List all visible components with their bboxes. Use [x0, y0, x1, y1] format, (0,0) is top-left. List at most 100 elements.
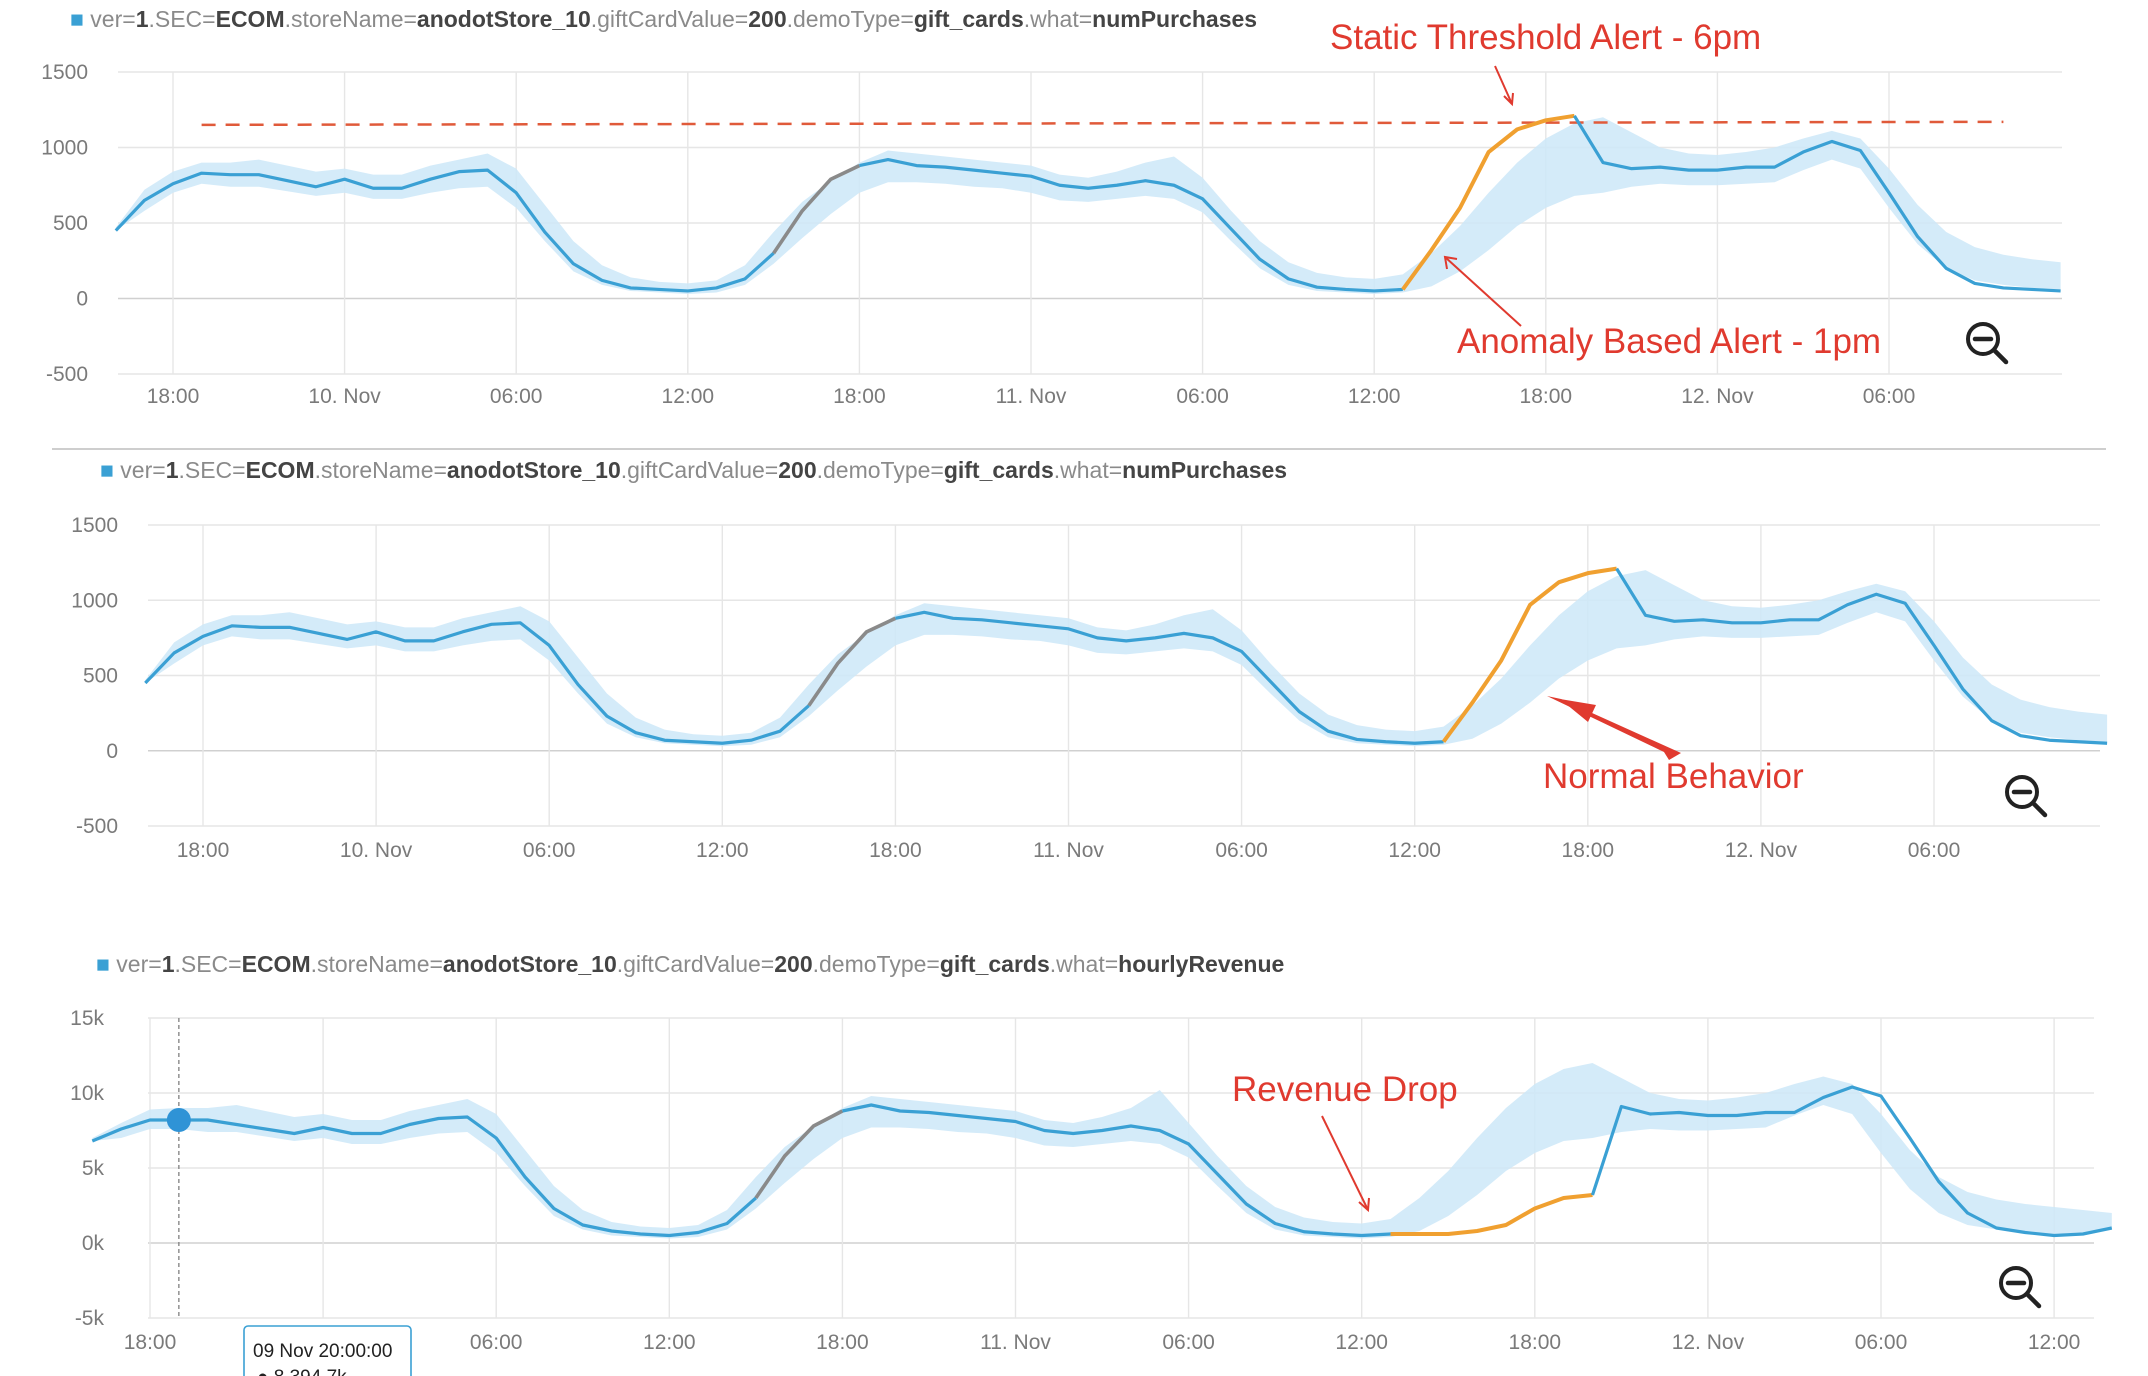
- y-tick-label: -500: [46, 363, 88, 386]
- revenue-drop-arrowhead: [1358, 1197, 1370, 1213]
- zoom-out-icon[interactable]: [1999, 1266, 2042, 1309]
- chart-purchases-threshold: ■ ver=1.SEC=ECOM.storeName=anodotStore_1…: [41, 6, 2062, 408]
- chart-title-part: .what=: [1050, 951, 1118, 977]
- chart-title-part: .giftCardValue=: [621, 457, 778, 483]
- chart-title-part: .demoType=: [813, 951, 940, 977]
- series-line-anomaly: [1441, 566, 1617, 743]
- chart-title-part: .storeName=: [311, 951, 443, 977]
- x-tick-label: 06:00: [1908, 839, 1961, 862]
- x-tick-label: 06:00: [1863, 385, 1916, 408]
- x-tick-label: 11. Nov: [996, 385, 1067, 408]
- static-threshold-arrowhead: [1503, 92, 1514, 107]
- chart-title-part: gift_cards: [940, 951, 1050, 977]
- x-tick-label: 11. Nov: [980, 1331, 1051, 1354]
- chart-title-part: gift_cards: [944, 457, 1054, 483]
- chart-title: ■ ver=1.SEC=ECOM.storeName=anodotStore_1…: [70, 6, 1257, 32]
- static-threshold-annotation: Static Threshold Alert - 6pm: [1330, 18, 1761, 57]
- anomaly-alert-arrowhead: [1443, 255, 1458, 270]
- revenue-drop-arrow: [1321, 1115, 1369, 1211]
- x-tick-label: 06:00: [1855, 1331, 1908, 1354]
- y-tick-label: 0: [106, 740, 118, 763]
- revenue-drop-annotation: Revenue Drop: [1232, 1070, 1458, 1109]
- series-line-normal: [1615, 567, 2108, 745]
- x-tick-label: 18:00: [833, 385, 886, 408]
- x-tick-label: 06:00: [1176, 385, 1229, 408]
- y-tick-label: 500: [53, 212, 88, 235]
- x-tick-label: 12:00: [696, 839, 749, 862]
- series-line-normal: [114, 168, 775, 293]
- x-tick-label: 10. Nov: [340, 839, 413, 862]
- chart-title-part: ver=: [90, 6, 135, 32]
- x-tick-label: 12. Nov: [1672, 1331, 1745, 1354]
- chart-title-part: ECOM: [242, 951, 311, 977]
- hover-point: [166, 1108, 191, 1132]
- zoom-out-icon[interactable]: [1966, 322, 2009, 365]
- x-tick-label: 18:00: [177, 839, 230, 862]
- chart-title-part: ECOM: [216, 6, 285, 32]
- chart-title-part: numPurchases: [1092, 6, 1257, 32]
- normal-behavior-arrowhead: [1560, 699, 1596, 722]
- y-tick-label: 500: [83, 665, 118, 688]
- y-tick-label: 0: [76, 288, 88, 311]
- chart-title-part: .storeName=: [285, 6, 417, 32]
- legend-square-icon: ■: [96, 951, 116, 977]
- x-tick-label: 10. Nov: [308, 385, 381, 408]
- chart-title-part: 200: [778, 457, 816, 483]
- x-tick-label: 12:00: [643, 1331, 696, 1354]
- chart-title-part: 1: [162, 951, 175, 977]
- x-tick-label: 18:00: [869, 839, 922, 862]
- chart-title-part: 200: [748, 6, 786, 32]
- x-tick-label: 06:00: [1162, 1331, 1215, 1354]
- chart-title-part: 200: [774, 951, 812, 977]
- series-line-normal: [1590, 1085, 2113, 1238]
- chart-hourly-revenue: ■ ver=1.SEC=ECOM.storeName=anodotStore_1…: [70, 951, 2113, 1354]
- chart-title-part: .giftCardValue=: [591, 6, 748, 32]
- x-tick-label: 12. Nov: [1681, 385, 1754, 408]
- series-line-predicted: [772, 163, 861, 255]
- chart-title-part: 1: [136, 6, 149, 32]
- x-tick-label: 12. Nov: [1725, 839, 1798, 862]
- y-tick-label: 10k: [70, 1082, 104, 1105]
- series-line-normal: [859, 157, 1403, 293]
- x-tick-label: 06:00: [470, 1331, 523, 1354]
- x-tick-label: 06:00: [490, 385, 543, 408]
- x-tick-label: 12:00: [2028, 1331, 2081, 1354]
- x-tick-label: 11. Nov: [1033, 839, 1104, 862]
- x-tick-label: 18:00: [816, 1331, 869, 1354]
- anomaly-alert-annotation: Anomaly Based Alert - 1pm: [1457, 322, 1881, 361]
- y-tick-label: 0k: [82, 1232, 105, 1255]
- y-tick-label: -500: [76, 815, 118, 838]
- y-tick-label: 1500: [41, 61, 88, 84]
- chart-title-part: .SEC=: [174, 951, 241, 977]
- static-threshold-line: [201, 120, 2004, 127]
- x-tick-label: 18:00: [1520, 385, 1573, 408]
- y-tick-label: 1500: [71, 514, 118, 537]
- series-line-normal: [144, 621, 810, 745]
- hover-tooltip: 09 Nov 20:00:00 ● 8,394.7k: [243, 1325, 412, 1376]
- chart-title-part: ver=: [116, 951, 161, 977]
- chart-title-part: .what=: [1054, 457, 1122, 483]
- chart-title-part: anodotStore_10: [417, 6, 591, 32]
- x-tick-label: 18:00: [1562, 839, 1615, 862]
- x-tick-label: 06:00: [523, 839, 576, 862]
- chart-title-part: .demoType=: [787, 6, 914, 32]
- zoom-out-icon[interactable]: [2005, 775, 2048, 818]
- x-tick-label: 12:00: [1388, 839, 1441, 862]
- legend-square-icon: ■: [70, 6, 90, 32]
- series-line-normal: [91, 1115, 757, 1238]
- x-tick-label: 12:00: [1348, 385, 1401, 408]
- y-tick-label: 1000: [71, 589, 118, 612]
- chart-title-part: numPurchases: [1122, 457, 1287, 483]
- x-tick-label: 12:00: [662, 385, 715, 408]
- chart-title-part: ECOM: [246, 457, 315, 483]
- chart-purchases-normal: ■ ver=1.SEC=ECOM.storeName=anodotStore_1…: [71, 457, 2108, 862]
- x-tick-label: 18:00: [147, 385, 200, 408]
- series-line-anomaly: [1401, 113, 1575, 291]
- chart-title-part: 1: [166, 457, 179, 483]
- y-tick-label: 5k: [82, 1157, 105, 1180]
- series-line-predicted: [807, 616, 897, 707]
- x-tick-label: 06:00: [1215, 839, 1268, 862]
- series-line-normal: [1573, 114, 2061, 293]
- series-line-normal: [842, 1103, 1391, 1238]
